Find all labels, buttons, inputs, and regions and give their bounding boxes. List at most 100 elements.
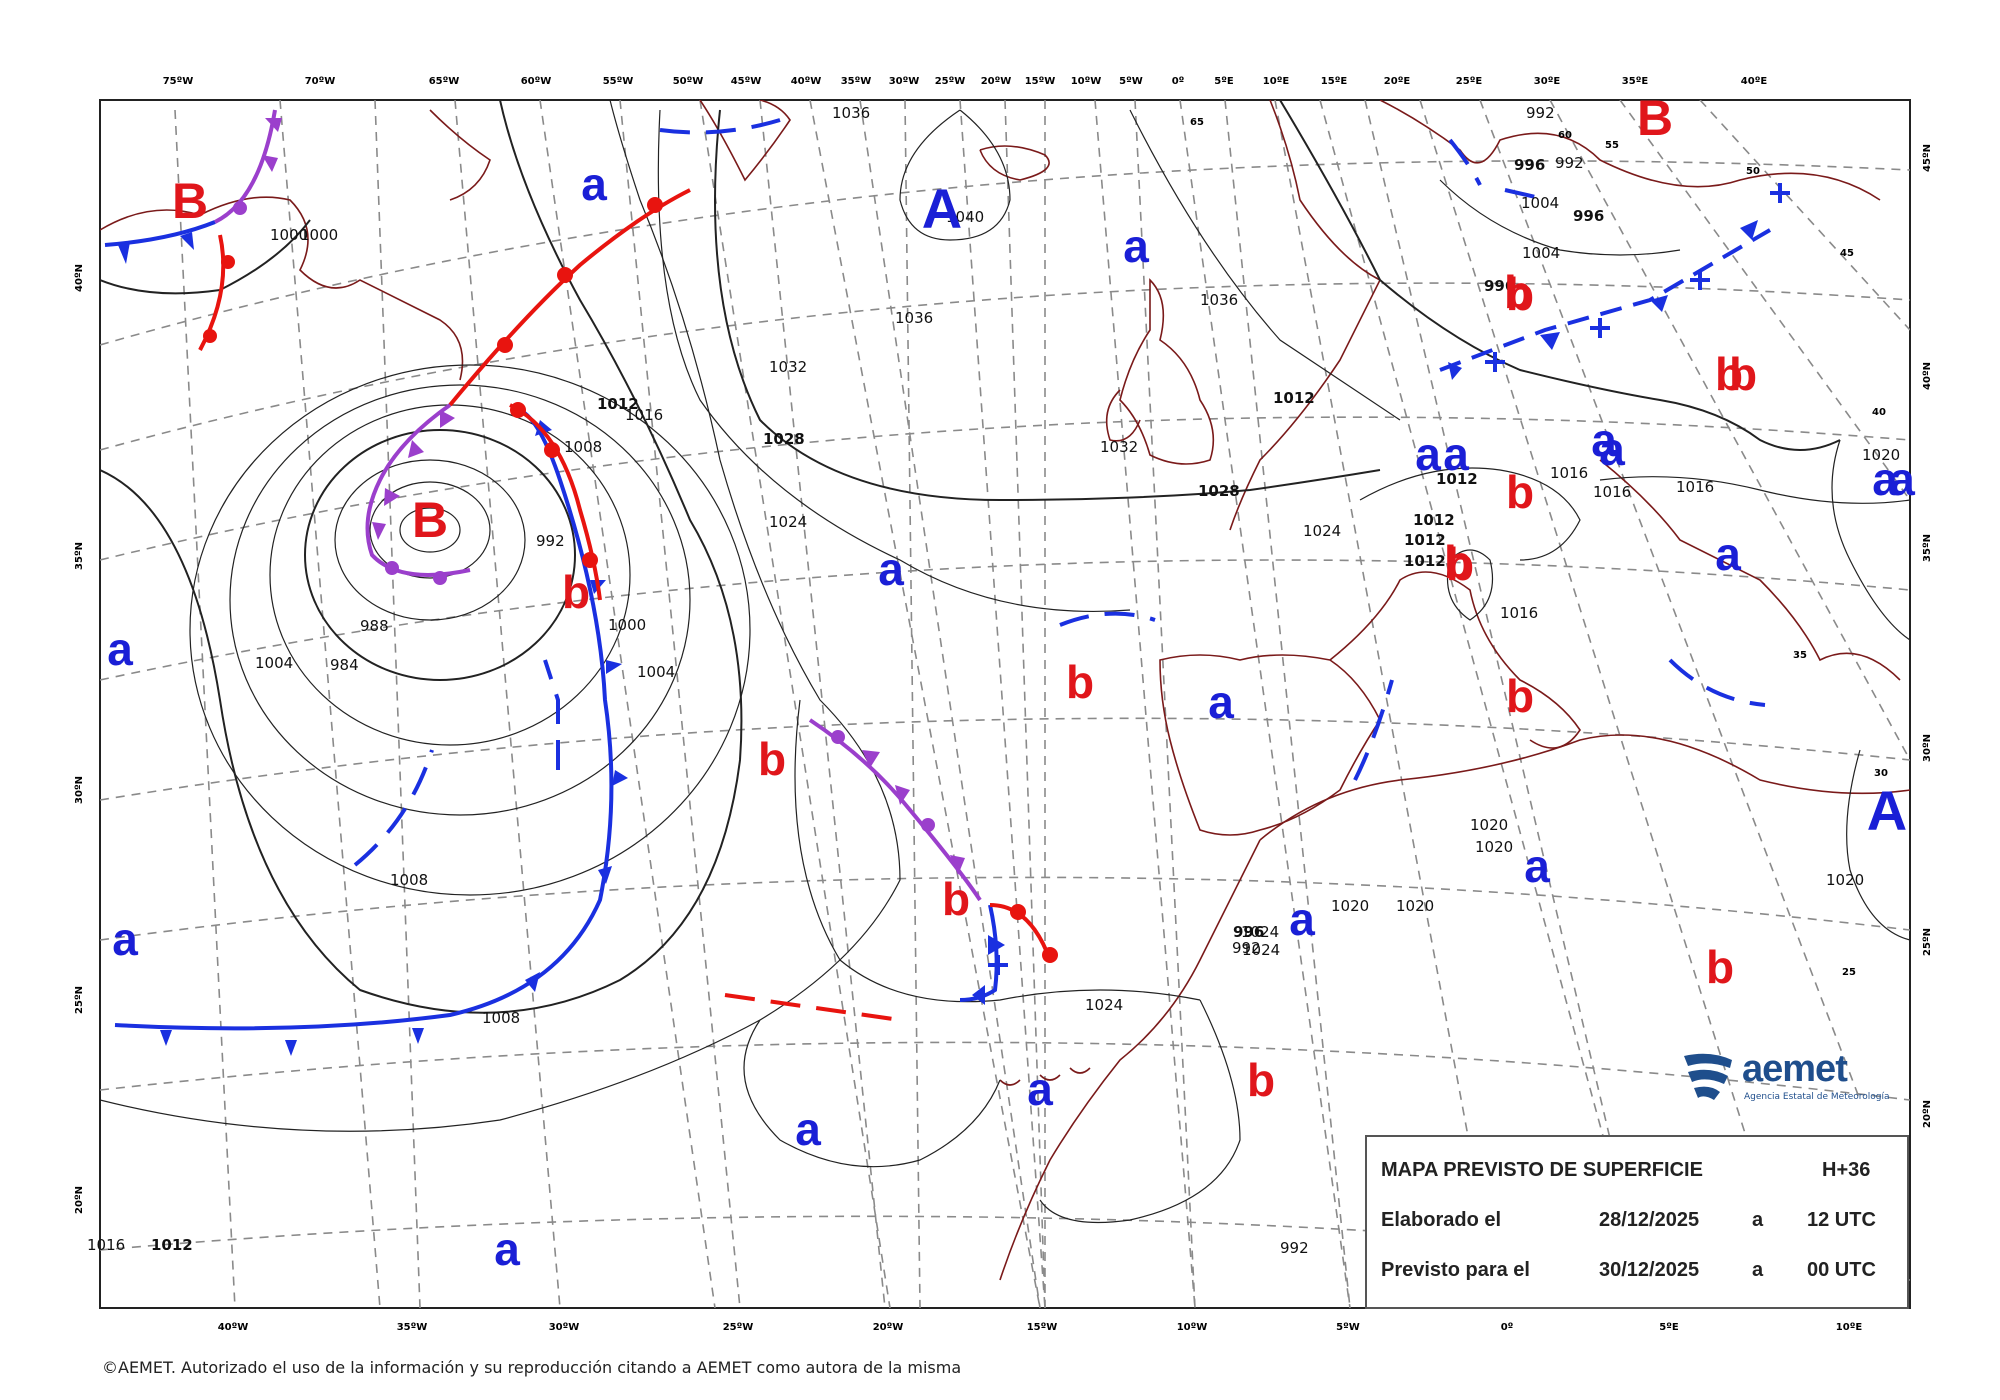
top-axis-tick: 50ºW [673, 76, 704, 87]
isobar-label: 1008 [564, 438, 602, 456]
legend-row-1-sep: a [1752, 1209, 1764, 1231]
warm-front-bump [647, 197, 663, 213]
copyright-notice: ©AEMET. Autorizado el uso de la informac… [102, 1358, 962, 1377]
isobar-label: 1000 [608, 616, 646, 634]
high-pressure-center: A [922, 177, 962, 240]
isobar-label: 1008 [482, 1009, 520, 1027]
isobars [100, 100, 1910, 1224]
isobar [1279, 100, 1841, 451]
isobar [100, 100, 743, 1014]
trough-cross [1770, 183, 1790, 203]
warm-front-bumps [203, 197, 1058, 963]
aemet-logo: aemet Agencia Estatal de Meteorología [1680, 1048, 1910, 1108]
cold-front [1439, 228, 1772, 372]
low-pressure-center: B [172, 173, 208, 229]
left-axis-tick: 25ºN [74, 986, 85, 1014]
coast-france-italy [1329, 571, 1581, 749]
occluded-barb [384, 488, 400, 506]
relative-low-marker: b [942, 873, 970, 925]
trough-line [1059, 611, 1156, 627]
coast-north-america [100, 196, 464, 381]
trough-line [1353, 679, 1394, 781]
right-axis-tick: 20ºN [1922, 1100, 1933, 1128]
coast-ireland [1105, 389, 1141, 442]
coast-balkans [1599, 459, 1901, 681]
relative-low-marker: b [1247, 1054, 1275, 1106]
cold-front [104, 220, 216, 247]
occluded-bump [385, 561, 399, 575]
isobar [657, 109, 1131, 613]
occluded-barb [950, 855, 965, 875]
isobar-label: 1004 [255, 654, 293, 672]
cold-front-barb [535, 420, 552, 436]
graticule-label: 35 [1793, 650, 1807, 661]
top-axis-tick: 10ºW [1071, 76, 1102, 87]
bottom-axis-tick: 25ºW [723, 1322, 754, 1333]
isobar-label: 996 [1573, 207, 1604, 225]
bottom-axis-tick: 35ºW [397, 1322, 428, 1333]
cold-front-barb [1540, 332, 1560, 350]
top-axis-tick: 20ºW [981, 76, 1012, 87]
isobar-label: 1016 [1676, 478, 1714, 496]
right-axis-tick: 45ºN [1922, 144, 1933, 172]
cold-front [959, 904, 999, 1002]
isobar-label: 1020 [1475, 838, 1513, 856]
legend-row-1-label: Elaborado el [1381, 1209, 1502, 1231]
low-pressure-center: B [1637, 90, 1673, 146]
legend-row-1-time: 12 UTC [1807, 1209, 1876, 1231]
relative-high-marker: a [1872, 453, 1898, 505]
relative-low-marker: b [758, 733, 786, 785]
coast-west-africa [999, 839, 1261, 1281]
graticule-label: 45 [1840, 248, 1854, 259]
meridian-line [959, 100, 1046, 1308]
relative-low-marker: b [1506, 268, 1534, 320]
occluded-barb [265, 118, 282, 132]
isobar-label: 996 [1514, 156, 1545, 174]
bottom-axis-labels: 40ºW 35ºW 30ºW 25ºW 20ºW 15ºW 10ºW 5ºW 0º 5ºE 10ºE [218, 1322, 1863, 1333]
meridian-line [279, 100, 381, 1308]
isobar-label: 1008 [390, 871, 428, 889]
isobar [369, 481, 491, 579]
top-axis-tick: 35ºE [1622, 76, 1649, 87]
relative-high-marker: a [1524, 840, 1550, 892]
cold-front-barb [612, 770, 628, 786]
bottom-axis-tick: 0º [1501, 1322, 1514, 1333]
trough-line [1504, 188, 1541, 200]
right-axis-tick: 35ºN [1922, 534, 1933, 562]
isobar-label: 1032 [769, 358, 807, 376]
meridian-line [1699, 100, 1910, 331]
coast-iceland [979, 145, 1050, 181]
isobar-label: 1028 [1198, 482, 1240, 500]
isobar-label: 992 [1280, 1239, 1309, 1257]
graticule [100, 100, 1910, 1308]
trough-line [724, 993, 901, 1022]
legend-row-1-date: 28/12/2025 [1599, 1209, 1700, 1231]
warm-front-bump [1010, 904, 1026, 920]
trough-line [659, 118, 781, 135]
parallel-line [100, 1041, 1910, 1101]
trough-cross [988, 955, 1008, 975]
graticule-label: 65 [1190, 117, 1204, 128]
cold-front-barb [1740, 220, 1758, 240]
relative-low-marker: b [1506, 466, 1534, 518]
occluded-symbols [233, 118, 965, 875]
bottom-axis-tick: 10ºW [1177, 1322, 1208, 1333]
meridian-line [1274, 100, 1501, 1308]
relative-low-marker: b [562, 566, 590, 618]
top-axis-tick: 30ºW [889, 76, 920, 87]
cold-front-barb [598, 866, 612, 884]
isobar-label: 1016 [87, 1236, 125, 1254]
top-axis-tick: 35ºW [841, 76, 872, 87]
isobar-label: 1012 [1404, 531, 1446, 549]
parallel-line [100, 282, 1910, 451]
occluded-barb [408, 440, 424, 458]
graticule-label: 55 [1605, 140, 1619, 151]
relative-high-marker: a [494, 1223, 520, 1275]
coast-north-africa [1259, 734, 1910, 841]
cold-front-barb [606, 660, 622, 674]
legend-title-row: MAPA PREVISTO DE SUPERFICIE [1381, 1159, 1703, 1182]
isobar-label: 1032 [1100, 438, 1138, 456]
top-axis-tick: 15ºW [1025, 76, 1056, 87]
coast-britain [1119, 278, 1215, 465]
